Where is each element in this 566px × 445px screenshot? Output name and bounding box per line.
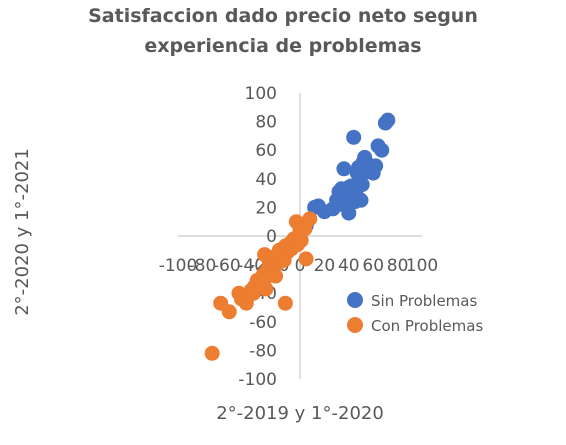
legend-label-con-problemas: Con Problemas [371, 317, 483, 335]
x-axis-title: 2°-2019 y 1°-2020 [216, 403, 384, 424]
y-tick-label: -80 [249, 341, 277, 361]
x-tick-label: 100 [406, 256, 438, 276]
data-point [298, 251, 314, 267]
data-point [336, 161, 352, 177]
x-tick-label: 80 [387, 256, 409, 276]
x-tick-labels: -100-80-60-40-20020406080100 [159, 256, 439, 276]
legend-marker-con-problemas [347, 317, 363, 333]
y-axis-title: 2°-2020 y 1°-2021 [12, 148, 33, 316]
data-point [277, 295, 293, 311]
data-point [258, 281, 274, 297]
y-tick-label: 100 [245, 84, 277, 104]
data-point [368, 158, 384, 174]
x-tick-label: 40 [338, 256, 360, 276]
x-tick-label: 0 [295, 256, 306, 276]
y-tick-label: 80 [255, 113, 277, 133]
x-tick-label: -60 [213, 256, 241, 276]
y-tick-label: 40 [255, 170, 277, 190]
data-point [353, 192, 369, 208]
y-tick-label: 0 [266, 227, 277, 247]
legend-label-sin-problemas: Sin Problemas [371, 292, 477, 310]
data-point [380, 112, 396, 128]
data-point [302, 211, 318, 227]
y-tick-label: -100 [238, 370, 277, 390]
legend-marker-sin-problemas [347, 292, 363, 308]
chart-title-line-1: Satisfaccion dado precio neto segun [88, 5, 478, 27]
legend: Sin Problemas Con Problemas [347, 292, 483, 335]
data-point [354, 177, 370, 193]
y-tick-label: 20 [255, 198, 277, 218]
data-point [346, 129, 362, 145]
data-point [341, 205, 357, 221]
x-tick-label: -80 [189, 256, 217, 276]
x-tick-label: -100 [159, 256, 198, 276]
data-point [374, 142, 390, 158]
data-point [204, 345, 220, 361]
y-tick-label: -60 [249, 313, 277, 333]
x-tick-label: 60 [362, 256, 384, 276]
data-point [268, 268, 284, 284]
chart-title-line-2: experiencia de problemas [144, 35, 421, 57]
data-point [221, 304, 237, 320]
y-tick-label: 60 [255, 141, 277, 161]
series-con-problemas [204, 211, 318, 361]
data-point [293, 232, 309, 248]
data-points [204, 112, 396, 361]
x-tick-label: 20 [314, 256, 336, 276]
